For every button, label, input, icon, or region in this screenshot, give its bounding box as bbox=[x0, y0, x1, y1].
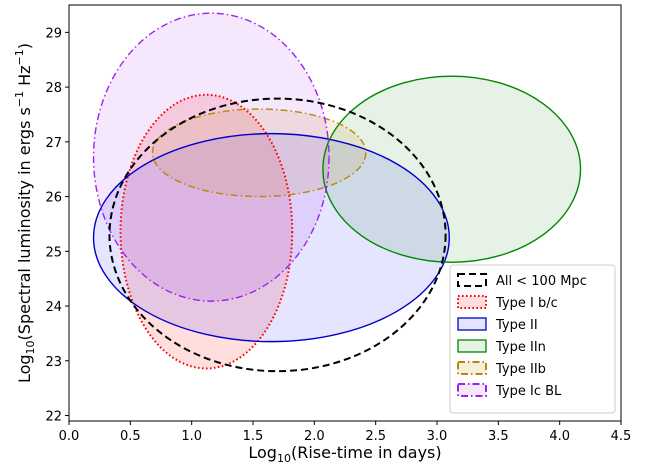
legend-swatch-type-iib bbox=[457, 361, 487, 375]
legend-swatch-type-iin bbox=[457, 339, 487, 353]
y-tick-label: 28 bbox=[45, 81, 62, 96]
legend-label-type-ic-bl: Type Ic BL bbox=[495, 384, 562, 399]
x-tick-label: 0.0 bbox=[59, 429, 80, 444]
ellipse-all-100-mpc bbox=[108, 97, 447, 373]
ellipse-fill-type-iib bbox=[152, 109, 366, 197]
ellipse-type-iib bbox=[151, 108, 367, 198]
legend-label-all-100-mpc: All < 100 Mpc bbox=[496, 274, 587, 289]
ellipse-type-i-b-c bbox=[119, 93, 294, 370]
legend-swatch-all-100-mpc bbox=[457, 273, 487, 287]
legend-frame bbox=[449, 264, 616, 414]
legend-label-type-iin: Type IIn bbox=[495, 340, 546, 355]
x-tick-label: 4.5 bbox=[611, 429, 632, 444]
y-tick-label: 26 bbox=[45, 191, 62, 206]
x-tick-label: 0.5 bbox=[120, 429, 141, 444]
legend-label-type-i-b-c: Type I b/c bbox=[495, 296, 558, 311]
y-tick-label: 24 bbox=[45, 300, 62, 315]
y-tick-label: 22 bbox=[45, 410, 62, 425]
ellipse-fill-type-iin bbox=[322, 76, 581, 263]
x-tick-label: 2.5 bbox=[365, 429, 386, 444]
ellipse-type-ii bbox=[92, 132, 450, 343]
legend-swatch-type-ic-bl bbox=[457, 383, 487, 397]
legend-swatch-type-i-b-c bbox=[457, 295, 487, 309]
ellipse-type-ic-bl bbox=[92, 12, 330, 302]
y-axis-label: Log10(Spectral luminosity in ergs s−1 Hz… bbox=[13, 43, 37, 383]
x-tick-label: 3.5 bbox=[488, 429, 509, 444]
y-axis-ticks: 22 23 24 25 26 27 28 29 bbox=[45, 26, 69, 425]
y-tick-label: 25 bbox=[45, 245, 62, 260]
legend-label-type-ii: Type II bbox=[495, 318, 538, 333]
x-tick-label: 3.0 bbox=[427, 429, 448, 444]
plot-frame bbox=[68, 4, 622, 422]
x-tick-label: 1.5 bbox=[243, 429, 264, 444]
ellipse-layer bbox=[92, 12, 582, 373]
y-tick-label: 29 bbox=[45, 26, 62, 41]
y-tick-label: 27 bbox=[45, 136, 62, 151]
ellipse-fill-type-ic-bl bbox=[93, 13, 330, 302]
x-axis-ticks: 0.0 0.5 1.0 1.5 2.0 2.5 3.0 3.5 4.0 4.5 bbox=[59, 421, 632, 444]
x-tick-label: 2.0 bbox=[304, 429, 325, 444]
x-tick-label: 4.0 bbox=[549, 429, 570, 444]
legend-swatch-type-ii bbox=[457, 317, 487, 331]
x-tick-label: 1.0 bbox=[181, 429, 202, 444]
ellipse-fill-type-i-b-c bbox=[120, 94, 293, 369]
legend-label-type-iib: Type IIb bbox=[495, 362, 546, 377]
legend: All < 100 Mpc Type I b/c Type II Type IIn Ty… bbox=[449, 264, 616, 414]
ellipse-type-iin bbox=[322, 75, 582, 263]
ellipse-fill-type-ii bbox=[93, 133, 450, 342]
x-axis-label: Log10(Rise-time in days) bbox=[248, 443, 441, 465]
y-tick-label: 23 bbox=[45, 355, 62, 370]
